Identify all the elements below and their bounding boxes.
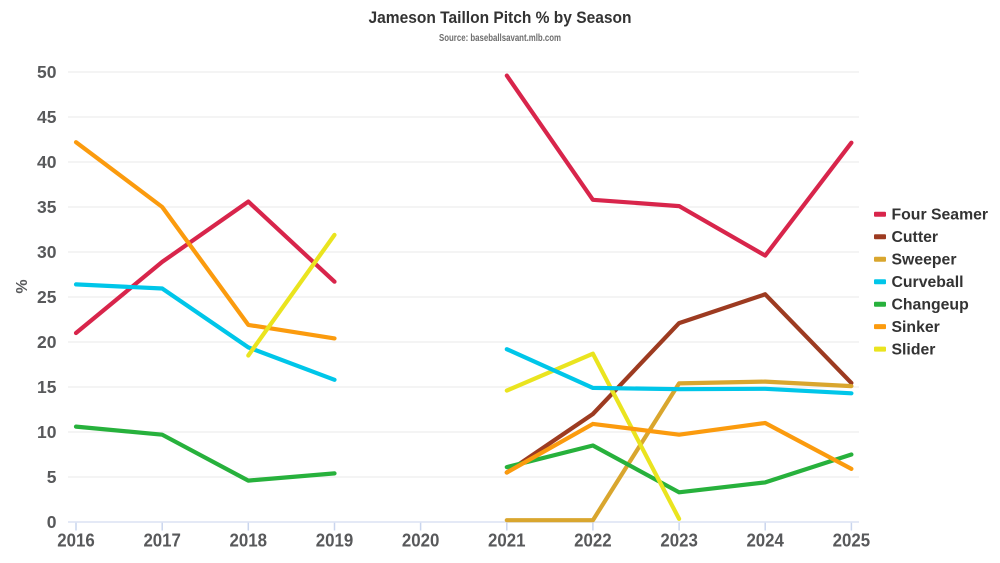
svg-text:40: 40 bbox=[37, 152, 57, 172]
svg-text:2018: 2018 bbox=[230, 531, 268, 551]
svg-text:%: % bbox=[14, 279, 31, 293]
svg-text:2020: 2020 bbox=[402, 531, 440, 551]
svg-text:2016: 2016 bbox=[57, 531, 95, 551]
svg-text:Slider: Slider bbox=[892, 342, 936, 359]
svg-text:2023: 2023 bbox=[660, 531, 698, 551]
svg-text:2024: 2024 bbox=[746, 531, 784, 551]
svg-text:50: 50 bbox=[37, 62, 57, 82]
svg-text:Cutter: Cutter bbox=[892, 229, 939, 246]
svg-text:2022: 2022 bbox=[574, 531, 612, 551]
svg-text:0: 0 bbox=[47, 512, 57, 532]
svg-text:5: 5 bbox=[47, 467, 57, 487]
svg-text:2025: 2025 bbox=[833, 531, 871, 551]
svg-text:2017: 2017 bbox=[143, 531, 181, 551]
svg-text:Jameson Taillon Pitch % by Sea: Jameson Taillon Pitch % by Season bbox=[369, 8, 632, 27]
svg-text:Source: baseballsavant.mlb.com: Source: baseballsavant.mlb.com bbox=[439, 33, 561, 44]
svg-text:10: 10 bbox=[37, 422, 57, 442]
svg-text:Sinker: Sinker bbox=[892, 319, 940, 336]
svg-text:2019: 2019 bbox=[316, 531, 354, 551]
svg-text:15: 15 bbox=[37, 377, 57, 397]
svg-text:20: 20 bbox=[37, 332, 57, 352]
svg-text:30: 30 bbox=[37, 242, 57, 262]
svg-text:Changeup: Changeup bbox=[892, 297, 969, 314]
svg-text:35: 35 bbox=[37, 197, 57, 217]
svg-text:Four Seamer: Four Seamer bbox=[892, 207, 989, 224]
svg-text:45: 45 bbox=[37, 107, 57, 127]
svg-text:25: 25 bbox=[37, 287, 57, 307]
svg-text:2021: 2021 bbox=[488, 531, 526, 551]
svg-text:Sweeper: Sweeper bbox=[892, 252, 957, 269]
svg-text:Curveball: Curveball bbox=[892, 274, 964, 291]
